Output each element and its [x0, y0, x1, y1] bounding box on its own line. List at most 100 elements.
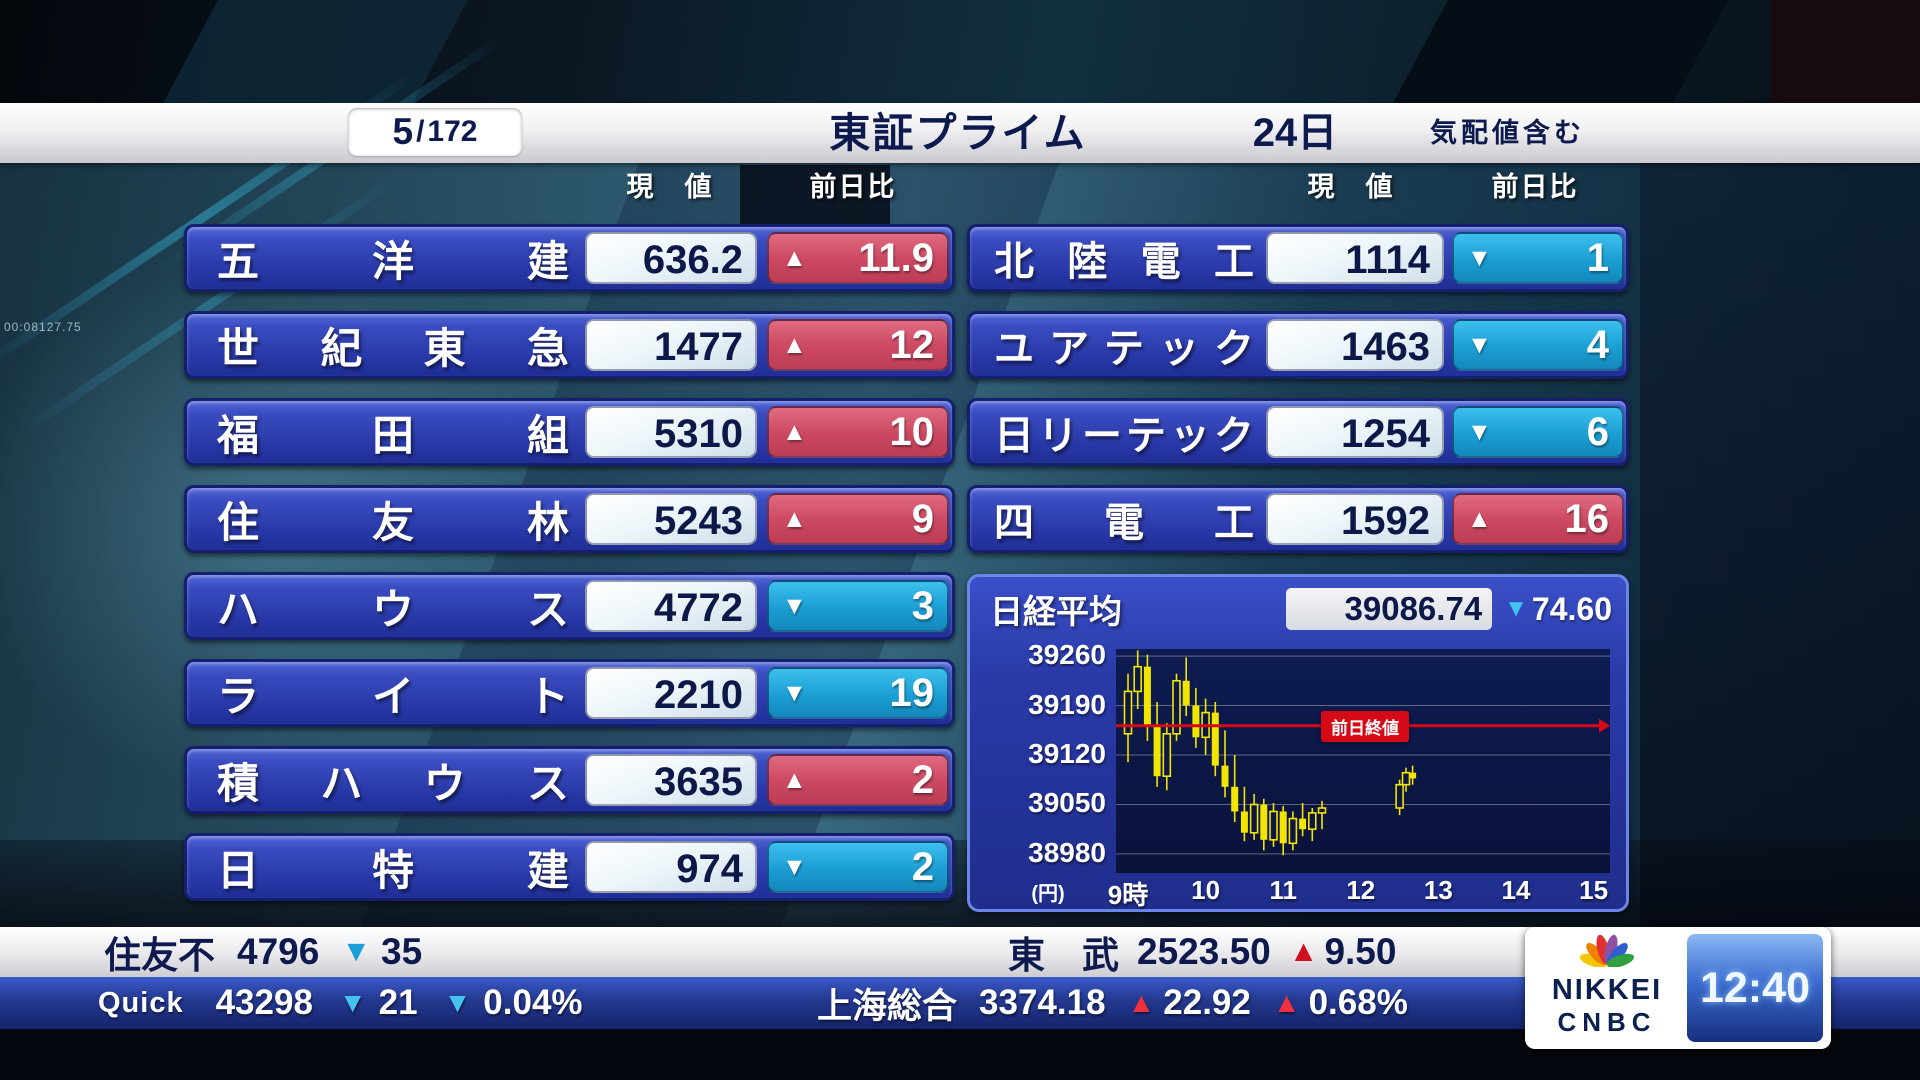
- down-arrow-icon: ▼: [782, 852, 807, 881]
- page-indicator: 5 / 172: [348, 108, 522, 156]
- change-value: 1: [1586, 235, 1609, 280]
- brand-cnbc: CNBC: [1557, 1007, 1657, 1037]
- change-value: 11.9: [858, 235, 934, 280]
- stock-name: ハウス: [217, 585, 569, 633]
- stock-price: 1114: [1266, 232, 1444, 284]
- x-axis-label: 15: [1579, 875, 1609, 905]
- stock-row: 世紀東急 1477 ▲ 12: [184, 311, 955, 379]
- down-arrow-icon: ▼: [782, 591, 807, 620]
- stock-row: 日リーテック 1254 ▼ 6: [967, 398, 1629, 466]
- peacock-icon: [1579, 934, 1635, 968]
- ticker-stock-change: 35: [381, 931, 423, 972]
- backdrop-shape: [1770, 0, 1920, 105]
- quotes-included-note: 気配値含む: [1430, 118, 1585, 148]
- ticker-stock-name: 住友不: [104, 935, 215, 976]
- quick-logo: Quick: [98, 986, 184, 1019]
- quick-index-change: 21: [378, 983, 418, 1022]
- down-arrow-icon: ▼: [443, 987, 472, 1018]
- x-axis-label: 10: [1191, 875, 1221, 905]
- stock-row: 住友林 5243 ▲ 9: [184, 485, 955, 553]
- clock-time: 12:40: [1700, 963, 1810, 1012]
- x-axis-label: 13: [1423, 875, 1453, 905]
- stock-price: 1477: [585, 319, 757, 371]
- change-value: 2: [911, 844, 934, 889]
- down-arrow-icon: ▼: [1504, 595, 1528, 622]
- quick-index-change-pct: 0.04%: [483, 983, 583, 1022]
- stock-name: 北陸電工: [994, 240, 1254, 284]
- change-badge: ▲ 16: [1452, 493, 1624, 545]
- up-arrow-icon: ▲: [1467, 504, 1492, 533]
- stock-row: ユアテック 1463 ▼ 4: [967, 311, 1629, 379]
- market-title: 東証プライム: [829, 110, 1087, 156]
- down-arrow-icon: ▼: [1467, 243, 1492, 272]
- stock-row: 日特建 974 ▼ 2: [184, 833, 955, 901]
- stock-price: 1592: [1266, 493, 1444, 545]
- change-value: 10: [889, 409, 935, 454]
- backdrop-shape: [1640, 163, 1920, 927]
- down-arrow-icon: ▼: [1467, 417, 1492, 446]
- column-header-price: 現 値: [1307, 172, 1395, 202]
- up-arrow-icon: ▲: [782, 243, 807, 272]
- shanghai-index-value: 3374.18: [979, 983, 1106, 1022]
- up-arrow-icon: ▲: [782, 765, 807, 794]
- up-arrow-icon: ▲: [1127, 987, 1156, 1018]
- change-value: 9: [911, 496, 934, 541]
- page-separator: /: [416, 115, 425, 148]
- change-badge: ▲ 11.9: [767, 232, 949, 284]
- shanghai-index-change-pct: 0.68%: [1308, 983, 1408, 1022]
- change-badge: ▲ 9: [767, 493, 949, 545]
- stock-name: 五洋建: [217, 237, 569, 285]
- nikkei-cnbc-logo-box: NIKKEI CNBC 12:40: [1525, 927, 1831, 1049]
- stock-row: 四電工 1592 ▲ 16: [967, 485, 1629, 553]
- stock-name: 世紀東急: [217, 324, 569, 372]
- x-axis-label: 9時: [1107, 880, 1149, 910]
- y-axis-label: 39190: [1028, 688, 1106, 720]
- stock-price: 5310: [585, 406, 757, 458]
- candlestick-chart: [1116, 649, 1610, 873]
- column-header-change: 前日比: [1491, 172, 1579, 202]
- nikkei-cnbc-brand: NIKKEI CNBC: [1525, 933, 1689, 1038]
- stock-price: 974: [585, 841, 757, 893]
- y-axis-label: 39260: [1028, 639, 1106, 671]
- down-arrow-icon: ▼: [341, 935, 372, 968]
- shanghai-index-group: 上海総合 3374.18 ▲ 22.92 ▲ 0.68%: [817, 977, 1408, 1029]
- stock-name: 日リーテック: [994, 414, 1254, 458]
- date-label: 24日: [1252, 111, 1338, 155]
- up-arrow-icon: ▲: [782, 504, 807, 533]
- y-axis-label: 38980: [1028, 836, 1106, 868]
- stock-list-left: 五洋建 636.2 ▲ 11.9 世紀東急 1477 ▲ 12 福田組 5310…: [184, 224, 955, 920]
- header-bar: 5 / 172 東証プライム 24日 気配値含む: [0, 103, 1920, 163]
- stock-name: 福田組: [217, 411, 569, 459]
- stock-price: 1254: [1266, 406, 1444, 458]
- stock-row: 五洋建 636.2 ▲ 11.9: [184, 224, 955, 292]
- stock-row: 福田組 5310 ▲ 10: [184, 398, 955, 466]
- nikkei-chart-panel: 日経平均 39086.74 ▼ 74.60 39260 39190 39120 390…: [967, 574, 1629, 912]
- change-badge: ▼ 1: [1452, 232, 1624, 284]
- change-badge: ▼ 2: [767, 841, 949, 893]
- x-axis-label: 12: [1346, 875, 1376, 905]
- ticker-item: 東 武 2523.50 ▲ 9.50: [1008, 927, 1396, 977]
- ticker-stock-change: 9.50: [1324, 931, 1397, 972]
- change-badge: ▼ 3: [767, 580, 949, 632]
- shanghai-index-name: 上海総合: [817, 986, 958, 1026]
- stock-price: 1463: [1266, 319, 1444, 371]
- change-badge: ▼ 6: [1452, 406, 1624, 458]
- stock-name: 日特建: [217, 846, 569, 894]
- quick-index-group: Quick 43298 ▼ 21 ▼ 0.04%: [98, 977, 583, 1029]
- page-current: 5: [392, 111, 414, 152]
- change-value: 19: [889, 670, 935, 715]
- stock-price: 3635: [585, 754, 757, 806]
- change-value: 3: [911, 583, 934, 628]
- stock-price: 4772: [585, 580, 757, 632]
- stock-row: ライト 2210 ▼ 19: [184, 659, 955, 727]
- brand-nikkei: NIKKEI: [1551, 974, 1663, 1006]
- up-arrow-icon: ▲: [1272, 987, 1301, 1018]
- ticker-item: 住友不 4796 ▼ 35: [104, 927, 422, 977]
- nikkei-label: 日経平均: [990, 593, 1122, 630]
- axis-unit-label: (円): [1031, 883, 1065, 905]
- nikkei-change-value: 74.60: [1531, 590, 1612, 627]
- up-arrow-icon: ▲: [1288, 935, 1319, 968]
- page-total: 172: [427, 115, 478, 148]
- change-badge: ▼ 19: [767, 667, 949, 719]
